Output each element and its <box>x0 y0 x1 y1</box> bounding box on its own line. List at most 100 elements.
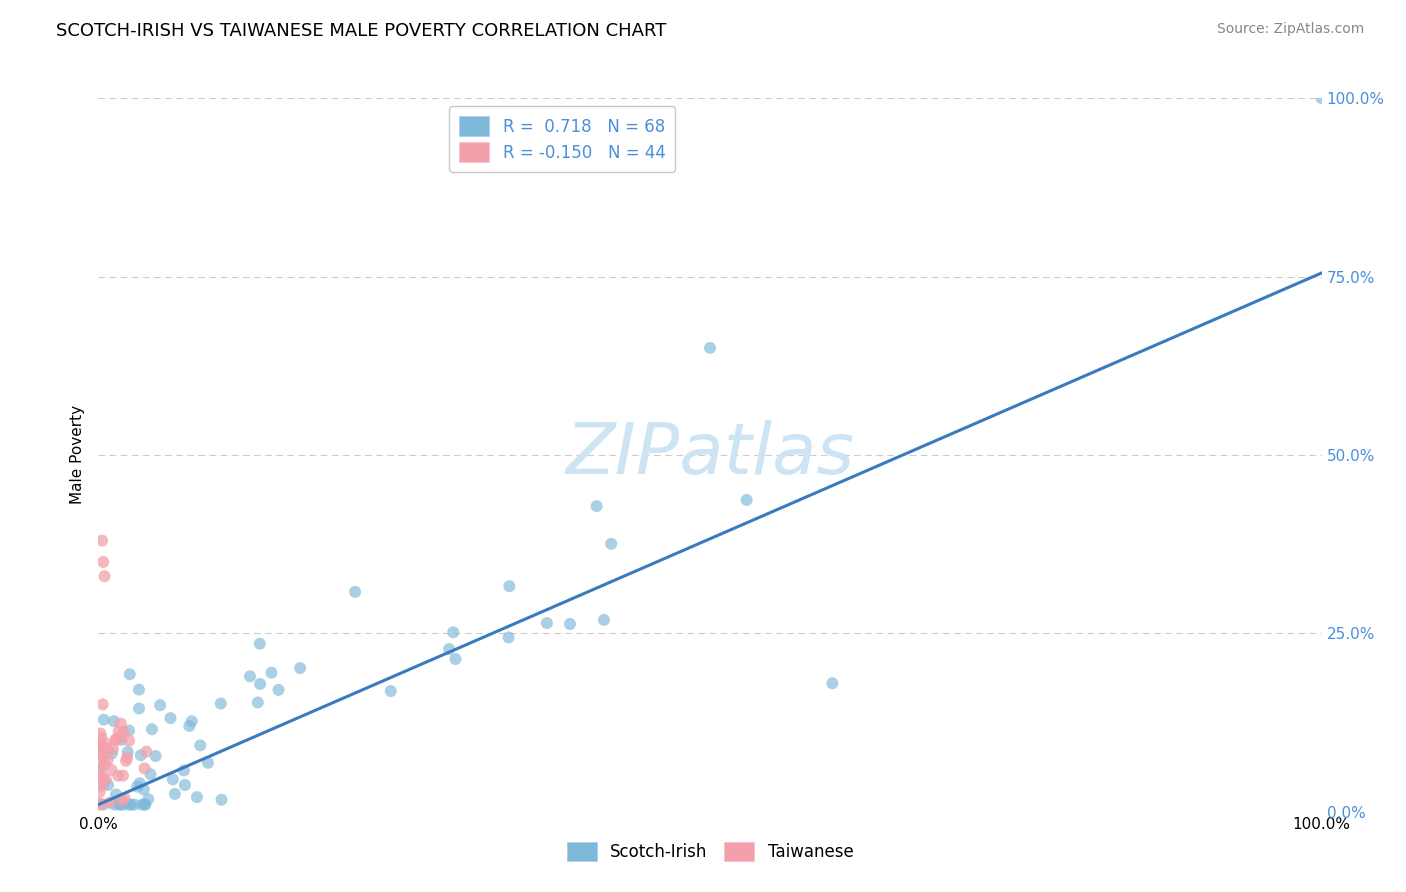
Point <box>97 778 120 792</box>
Point <box>267 682 290 697</box>
Point <box>600 537 623 551</box>
Point <box>89 738 111 752</box>
Point <box>441 625 464 640</box>
Point <box>91 698 114 712</box>
Point <box>89 763 111 777</box>
Point <box>1310 91 1333 105</box>
Point <box>97 753 120 767</box>
Point <box>209 697 232 711</box>
Point <box>89 747 111 761</box>
Point <box>174 778 197 792</box>
Point <box>437 642 460 657</box>
Point <box>115 754 138 768</box>
Text: Source: ZipAtlas.com: Source: ZipAtlas.com <box>1216 22 1364 37</box>
Point <box>108 797 131 812</box>
Point <box>163 787 186 801</box>
Point <box>105 788 128 802</box>
Point <box>558 617 581 632</box>
Point <box>699 341 721 355</box>
Point <box>117 745 139 759</box>
Point <box>444 652 467 666</box>
Point <box>89 797 111 812</box>
Point <box>89 726 111 740</box>
Point <box>821 676 844 690</box>
Point <box>118 723 141 738</box>
Point <box>89 759 111 773</box>
Point <box>103 797 125 812</box>
Point <box>134 797 156 812</box>
Point <box>180 714 202 729</box>
Point <box>89 797 111 811</box>
Point <box>134 797 156 812</box>
Point <box>91 748 114 763</box>
Point <box>135 745 157 759</box>
Point <box>91 797 114 812</box>
Point <box>173 764 195 778</box>
Point <box>103 714 125 728</box>
Point <box>118 797 141 812</box>
Text: ZIPatlas: ZIPatlas <box>565 420 855 490</box>
Point <box>91 555 114 569</box>
Point <box>91 533 114 548</box>
Point <box>141 723 163 737</box>
Point <box>380 684 402 698</box>
Point <box>96 741 118 756</box>
Point <box>89 785 111 799</box>
Point <box>585 499 607 513</box>
Point <box>735 492 758 507</box>
Point <box>93 713 115 727</box>
Point <box>288 661 311 675</box>
Point <box>131 797 153 812</box>
Point <box>211 793 233 807</box>
Point <box>197 756 219 770</box>
Point <box>498 631 520 645</box>
Point <box>110 716 132 731</box>
Point <box>498 579 520 593</box>
Point <box>159 711 181 725</box>
Point <box>94 772 117 787</box>
Point <box>89 739 111 753</box>
Point <box>127 780 149 794</box>
Point <box>108 731 131 745</box>
Point <box>91 749 114 764</box>
Point <box>110 732 132 747</box>
Point <box>239 669 262 683</box>
Point <box>90 779 112 793</box>
Point <box>101 742 124 756</box>
Point <box>90 738 112 752</box>
Point <box>128 682 150 697</box>
Point <box>186 790 208 805</box>
Point <box>136 792 159 806</box>
Point <box>93 743 115 757</box>
Point <box>120 797 142 812</box>
Point <box>93 569 115 583</box>
Point <box>145 749 167 764</box>
Point <box>93 757 115 772</box>
Point <box>188 739 211 753</box>
Point <box>260 665 283 680</box>
Point <box>115 750 138 764</box>
Point <box>118 733 141 747</box>
Point <box>111 769 134 783</box>
Point <box>89 741 111 756</box>
Point <box>344 585 367 599</box>
Point <box>93 776 115 790</box>
Point <box>104 732 127 747</box>
Point <box>129 748 152 763</box>
Point <box>139 767 162 781</box>
Point <box>118 667 141 681</box>
Point <box>108 797 131 812</box>
Point <box>107 769 129 783</box>
Point <box>246 696 269 710</box>
Point <box>91 772 114 786</box>
Point <box>98 796 121 810</box>
Point <box>90 731 112 745</box>
Point <box>249 677 271 691</box>
Point <box>128 776 150 790</box>
Legend: Scotch-Irish, Taiwanese: Scotch-Irish, Taiwanese <box>560 835 860 868</box>
Point <box>149 698 172 713</box>
Y-axis label: Male Poverty: Male Poverty <box>70 405 86 505</box>
Point <box>134 761 156 775</box>
Point <box>162 772 184 787</box>
Point <box>122 797 145 812</box>
